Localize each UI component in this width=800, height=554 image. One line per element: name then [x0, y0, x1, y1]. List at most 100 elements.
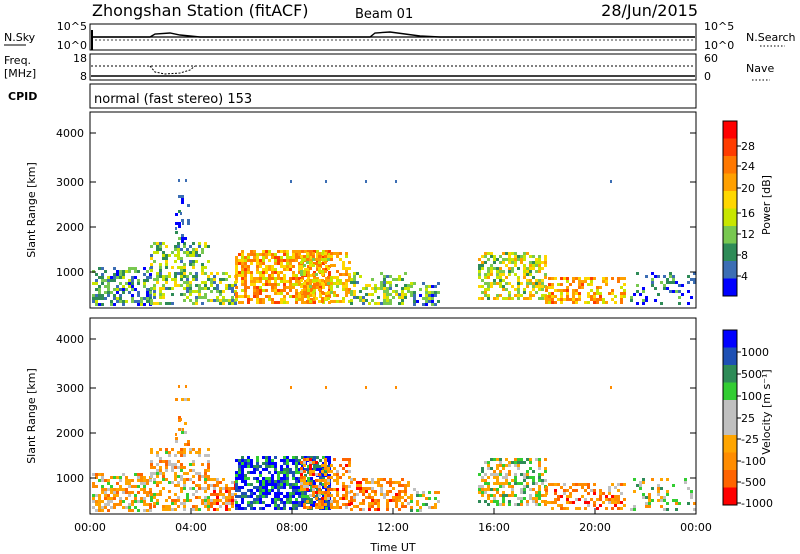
echo-cell [502, 485, 505, 488]
echo-cell [95, 300, 98, 303]
echo-cell [532, 285, 535, 288]
echo-cell [207, 484, 210, 487]
echo-cell [238, 507, 241, 510]
echo-cell [321, 479, 324, 482]
echo-cell [383, 299, 386, 302]
colorbar-tick-label: 8 [741, 249, 748, 262]
echo-cell [545, 295, 548, 298]
echo-cell [171, 293, 174, 296]
echo-cell [159, 296, 162, 299]
echo-cell [159, 269, 162, 272]
echo-cell [350, 281, 353, 284]
echo-cell [280, 465, 283, 468]
echo-cell [487, 267, 490, 270]
echo-cell [271, 274, 274, 277]
echo-cell [207, 448, 210, 451]
echo-cell [216, 299, 219, 302]
echo-cell [262, 477, 265, 480]
echo-cell [333, 300, 336, 303]
echo-cell [241, 507, 244, 510]
echo-cell [563, 298, 566, 301]
echo-cell [593, 301, 596, 304]
echo-cell [496, 503, 499, 506]
echo-cell [365, 284, 368, 287]
echo-cell [371, 478, 374, 481]
echo-cell [283, 468, 286, 471]
echo-cell [313, 504, 316, 507]
echo-cell [505, 264, 508, 267]
echo-cell [365, 386, 367, 389]
echo-cell [350, 302, 353, 305]
echo-cell [493, 279, 496, 282]
echo-cell [186, 278, 189, 281]
echo-cell [529, 261, 532, 264]
echo-cell [431, 506, 434, 509]
echo-cell [593, 277, 596, 280]
echo-cell [162, 487, 165, 490]
echo-cell [505, 282, 508, 285]
echo-cell [201, 302, 204, 305]
echo-cell [313, 501, 316, 504]
echo-cell [146, 279, 149, 282]
echo-cell [256, 259, 259, 262]
echo-cell [204, 481, 207, 484]
echo-cell [262, 462, 265, 465]
echo-cell [514, 258, 517, 261]
echo-cell [101, 276, 104, 279]
echo-cell [639, 293, 642, 296]
echo-cell [496, 467, 499, 470]
echo-cell [342, 482, 345, 485]
echo-cell [353, 296, 356, 299]
echo-cell [134, 270, 137, 273]
echo-cell [307, 295, 310, 298]
echo-cell [587, 295, 590, 298]
echo-cell [171, 448, 174, 451]
echo-cell [316, 256, 319, 259]
echo-cell [493, 500, 496, 503]
echo-cell [177, 242, 180, 245]
echo-cell [300, 461, 303, 464]
echo-cell [174, 475, 177, 478]
echo-cell [523, 491, 526, 494]
echo-cell [298, 492, 301, 495]
echo-cell [389, 293, 392, 296]
echo-cell [584, 501, 587, 504]
echo-cell [286, 498, 289, 501]
echo-cell [322, 483, 325, 486]
echo-cell [159, 275, 162, 278]
echo-cell [119, 500, 122, 503]
echo-cell [184, 398, 187, 401]
echo-cell [171, 251, 174, 254]
echo-cell [578, 483, 581, 486]
echo-cell [295, 459, 298, 462]
echo-cell [681, 293, 684, 296]
echo-cell [228, 284, 231, 287]
echo-cell [241, 295, 244, 298]
echo-cell [508, 464, 511, 467]
echo-cell [110, 300, 113, 303]
echo-cell [386, 499, 389, 502]
echo-cell [110, 291, 113, 294]
echo-cell [303, 273, 306, 276]
echo-cell [259, 298, 262, 301]
echo-cell [244, 259, 247, 262]
echo-cell [171, 481, 174, 484]
echo-cell [362, 493, 365, 496]
echo-cell [478, 473, 481, 476]
echo-cell [140, 473, 143, 476]
echo-cell [174, 254, 177, 257]
echo-cell [131, 485, 134, 488]
echo-cell [581, 486, 584, 489]
echo-cell [633, 508, 636, 511]
echo-cell [301, 301, 304, 304]
echo-cell [277, 250, 280, 253]
echo-cell [566, 292, 569, 295]
echo-cell [365, 490, 368, 493]
echo-cell [310, 292, 313, 295]
echo-cell [165, 448, 168, 451]
echo-cell [292, 462, 295, 465]
echo-cell [499, 267, 502, 270]
echo-cell [183, 466, 186, 469]
echo-cell [140, 297, 143, 300]
echo-cell [235, 262, 238, 265]
